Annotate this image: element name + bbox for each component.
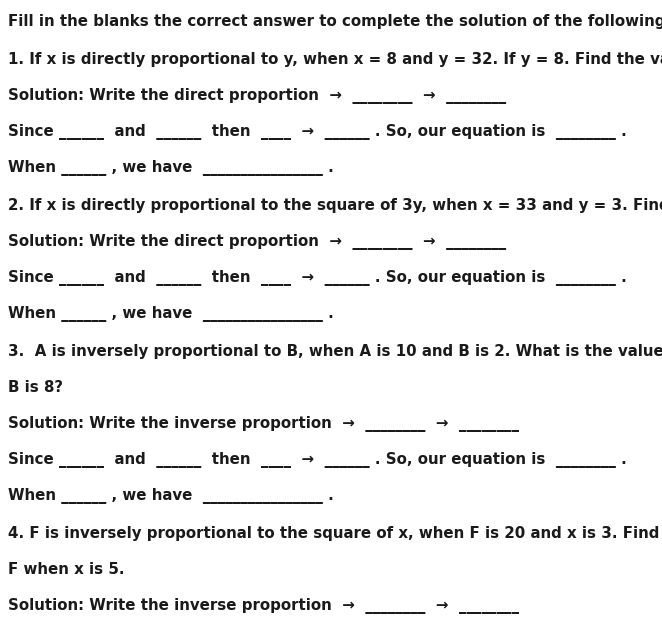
Text: 3.  A is inversely proportional to B, when A is 10 and B is 2. What is the value: 3. A is inversely proportional to B, whe… <box>8 344 662 359</box>
Text: When ______ , we have  ________________ .: When ______ , we have ________________ . <box>8 488 334 504</box>
Text: B is 8?: B is 8? <box>8 380 63 395</box>
Text: Solution: Write the inverse proportion  →  ________  →  ________: Solution: Write the inverse proportion →… <box>8 416 519 432</box>
Text: Since ______  and  ______  then  ____  →  ______ . So, our equation is  ________: Since ______ and ______ then ____ → ____… <box>8 124 627 140</box>
Text: 1. If x is directly proportional to y, when x = 8 and y = 32. If y = 8. Find the: 1. If x is directly proportional to y, w… <box>8 52 662 67</box>
Text: Since ______  and  ______  then  ____  →  ______ . So, our equation is  ________: Since ______ and ______ then ____ → ____… <box>8 270 627 286</box>
Text: Solution: Write the direct proportion  →  ________  →  ________: Solution: Write the direct proportion → … <box>8 88 506 104</box>
Text: Fill in the blanks the correct answer to complete the solution of the following : Fill in the blanks the correct answer to… <box>8 14 662 29</box>
Text: 4. F is inversely proportional to the square of x, when F is 20 and x is 3. Find: 4. F is inversely proportional to the sq… <box>8 526 662 541</box>
Text: Solution: Write the inverse proportion  →  ________  →  ________: Solution: Write the inverse proportion →… <box>8 598 519 614</box>
Text: When ______ , we have  ________________ .: When ______ , we have ________________ . <box>8 306 334 322</box>
Text: 2. If x is directly proportional to the square of 3y, when x = 33 and y = 3. Fin: 2. If x is directly proportional to the … <box>8 198 662 213</box>
Text: F when x is 5.: F when x is 5. <box>8 562 124 577</box>
Text: When ______ , we have  ________________ .: When ______ , we have ________________ . <box>8 160 334 176</box>
Text: Solution: Write the direct proportion  →  ________  →  ________: Solution: Write the direct proportion → … <box>8 234 506 250</box>
Text: Since ______  and  ______  then  ____  →  ______ . So, our equation is  ________: Since ______ and ______ then ____ → ____… <box>8 452 627 468</box>
